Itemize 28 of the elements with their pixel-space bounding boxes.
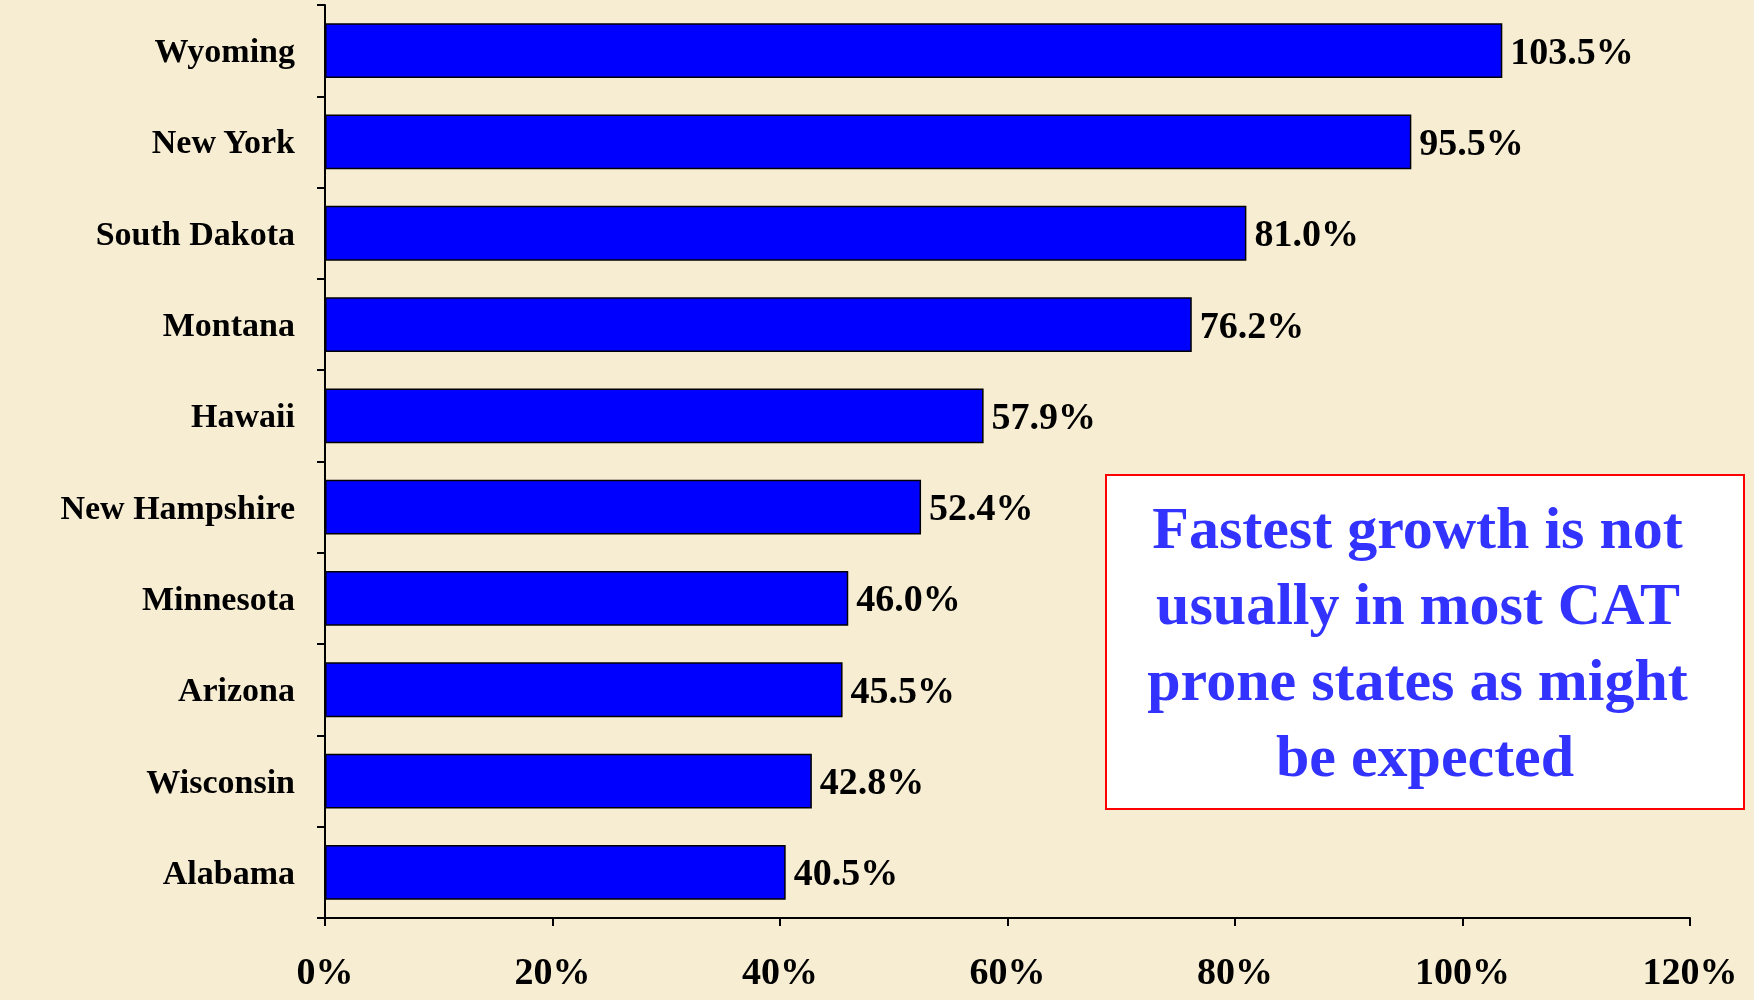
x-tick-label: 60% [969, 950, 1046, 992]
y-tick-label: New York [151, 123, 296, 161]
y-tick-label: Wisconsin [146, 762, 296, 800]
data-label: 40.5% [793, 851, 899, 894]
data-label: 46.0% [856, 577, 961, 620]
data-label: 52.4% [929, 486, 1034, 529]
data-label: 57.9% [991, 394, 1097, 437]
y-tick-label: New Hampshire [60, 488, 295, 526]
x-tick-label: 0% [296, 950, 354, 992]
data-label: 42.8% [819, 760, 925, 803]
y-tick-label: Arizona [177, 671, 295, 709]
y-tick-label: Minnesota [142, 579, 295, 617]
x-tick-label: 40% [742, 950, 818, 992]
y-tick-label: Hawaii [191, 397, 295, 435]
data-label: 81.0% [1254, 212, 1359, 255]
data-label: 103.5% [1510, 29, 1634, 72]
x-tick-label: 80% [1197, 950, 1273, 992]
x-tick-label: 20% [514, 950, 591, 992]
data-label: 45.5% [850, 668, 956, 711]
y-tick-label: Montana [162, 306, 295, 344]
x-tick-label: 100% [1415, 950, 1510, 992]
data-label: 76.2% [1199, 303, 1305, 346]
y-tick-label: Alabama [162, 853, 295, 891]
x-tick-label: 120% [1642, 950, 1738, 992]
y-tick-label: South Dakota [95, 214, 295, 252]
data-label: 95.5% [1419, 120, 1524, 163]
y-tick-label: Wyoming [154, 32, 295, 70]
annotation: Fastest growth is not usually in most CAT prone states as might be expected [1147, 495, 1703, 789]
